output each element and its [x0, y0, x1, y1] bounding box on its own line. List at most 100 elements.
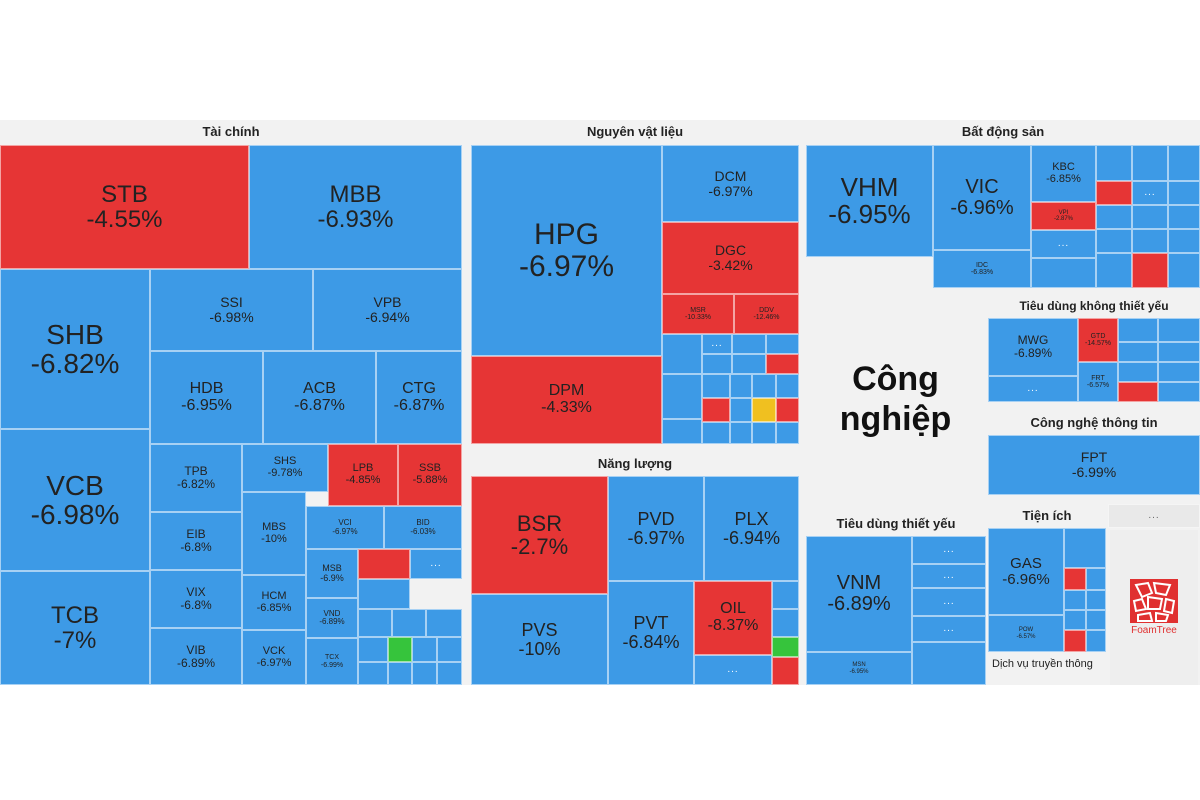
- stock-tile-small[interactable]: [1132, 145, 1168, 181]
- stock-tile-gtd[interactable]: GTD -14.57%: [1078, 318, 1118, 362]
- stock-tile-small[interactable]: [1158, 342, 1200, 362]
- stock-tile-small[interactable]: [1096, 181, 1132, 205]
- stock-tile-frt[interactable]: FRT -6.57%: [1078, 362, 1118, 402]
- stock-tile-small[interactable]: [1132, 205, 1168, 229]
- stock-tile-eib[interactable]: EIB -6.8%: [150, 512, 242, 570]
- stock-tile-vhm[interactable]: VHM -6.95%: [806, 145, 933, 257]
- stock-tile-small[interactable]: [1064, 590, 1086, 610]
- stock-tile-small[interactable]: [662, 419, 702, 444]
- stock-tile-ctg[interactable]: CTG -6.87%: [376, 351, 462, 444]
- stock-tile-small[interactable]: [752, 398, 776, 422]
- stock-tile-small[interactable]: ...: [912, 588, 986, 616]
- stock-tile-hcm[interactable]: HCM -6.85%: [242, 575, 306, 630]
- stock-tile-small[interactable]: ...: [694, 655, 772, 685]
- stock-tile-small[interactable]: [412, 637, 437, 662]
- stock-tile-msr[interactable]: MSR -10.33%: [662, 294, 734, 334]
- stock-tile-small[interactable]: [1158, 362, 1200, 382]
- stock-tile-small[interactable]: [1031, 258, 1096, 288]
- stock-tile-vnd[interactable]: VND -6.89%: [306, 598, 358, 638]
- stock-tile-small[interactable]: [1096, 205, 1132, 229]
- stock-tile-small[interactable]: [1086, 568, 1106, 590]
- stock-tile-small[interactable]: [766, 334, 799, 354]
- stock-tile-small[interactable]: ...: [410, 549, 462, 579]
- stock-tile-small[interactable]: [730, 398, 752, 422]
- stock-tile-small[interactable]: [1168, 229, 1200, 253]
- stock-tile-small[interactable]: [1168, 145, 1200, 181]
- stock-tile-plx[interactable]: PLX -6.94%: [704, 476, 799, 581]
- stock-tile-idc[interactable]: IDC -6.83%: [933, 250, 1031, 288]
- stock-tile-vpi[interactable]: VPI -2.87%: [1031, 202, 1096, 230]
- stock-tile-small[interactable]: [1086, 630, 1106, 652]
- stock-tile-small[interactable]: ...: [988, 376, 1078, 402]
- stock-tile-hdb[interactable]: HDB -6.95%: [150, 351, 263, 444]
- stock-tile-vcb[interactable]: VCB -6.98%: [0, 429, 150, 571]
- stock-tile-small[interactable]: [358, 579, 410, 609]
- stock-tile-small[interactable]: [766, 354, 799, 374]
- stock-tile-lpb[interactable]: LPB -4.85%: [328, 444, 398, 506]
- stock-tile-small[interactable]: ...: [1031, 230, 1096, 258]
- stock-tile-small[interactable]: [1118, 342, 1158, 362]
- stock-tile-small[interactable]: [1096, 229, 1132, 253]
- stock-tile-small[interactable]: [1096, 145, 1132, 181]
- stock-tile-small[interactable]: [1168, 205, 1200, 229]
- stock-tile-small[interactable]: [358, 609, 392, 637]
- stock-tile-small[interactable]: ...: [702, 334, 732, 354]
- stock-tile-small[interactable]: [1168, 253, 1200, 288]
- stock-tile-small[interactable]: [1158, 382, 1200, 402]
- stock-tile-small[interactable]: [702, 374, 730, 398]
- stock-tile-small[interactable]: [1132, 229, 1168, 253]
- stock-tile-small[interactable]: ...: [1108, 504, 1200, 528]
- stock-tile-msn[interactable]: MSN -6.95%: [806, 652, 912, 685]
- stock-tile-bid[interactable]: BID -6.03%: [384, 506, 462, 549]
- stock-tile-gas[interactable]: GAS -6.96%: [988, 528, 1064, 615]
- stock-tile-small[interactable]: [772, 657, 799, 685]
- stock-tile-small[interactable]: ...: [912, 564, 986, 588]
- stock-tile-shb[interactable]: SHB -6.82%: [0, 269, 150, 429]
- stock-tile-acb[interactable]: ACB -6.87%: [263, 351, 376, 444]
- stock-tile-small[interactable]: [662, 374, 702, 419]
- stock-tile-small[interactable]: [426, 609, 462, 637]
- stock-tile-vci[interactable]: VCI -6.97%: [306, 506, 384, 549]
- stock-tile-small[interactable]: [437, 637, 462, 662]
- stock-tile-bsr[interactable]: BSR -2.7%: [471, 476, 608, 594]
- stock-tile-small[interactable]: [1168, 181, 1200, 205]
- stock-tile-small[interactable]: [412, 662, 437, 685]
- stock-tile-small[interactable]: [730, 374, 752, 398]
- stock-tile-mbs[interactable]: MBS -10%: [242, 492, 306, 575]
- stock-tile-pvd[interactable]: PVD -6.97%: [608, 476, 704, 581]
- stock-tile-vic[interactable]: VIC -6.96%: [933, 145, 1031, 250]
- stock-tile-small[interactable]: [702, 354, 732, 374]
- stock-tile-vix[interactable]: VIX -6.8%: [150, 570, 242, 628]
- stock-tile-small[interactable]: [1132, 253, 1168, 288]
- stock-tile-small[interactable]: [776, 374, 799, 398]
- stock-tile-small[interactable]: [730, 422, 752, 444]
- stock-tile-small[interactable]: ...: [912, 536, 986, 564]
- stock-tile-small[interactable]: [662, 334, 702, 374]
- stock-tile-msb[interactable]: MSB -6.9%: [306, 549, 358, 598]
- stock-tile-small[interactable]: [772, 581, 799, 609]
- stock-tile-small[interactable]: [772, 609, 799, 637]
- stock-tile-small[interactable]: [1064, 610, 1086, 630]
- stock-tile-tpb[interactable]: TPB -6.82%: [150, 444, 242, 512]
- stock-tile-small[interactable]: [1064, 528, 1106, 568]
- stock-tile-small[interactable]: [776, 398, 799, 422]
- stock-tile-dgc[interactable]: DGC -3.42%: [662, 222, 799, 294]
- stock-tile-small[interactable]: [388, 662, 412, 685]
- stock-tile-tcb[interactable]: TCB -7%: [0, 571, 150, 685]
- stock-tile-small[interactable]: ...: [1132, 181, 1168, 205]
- stock-tile-vck[interactable]: VCK -6.97%: [242, 630, 306, 685]
- stock-tile-ssb[interactable]: SSB -5.88%: [398, 444, 462, 506]
- stock-tile-small[interactable]: [358, 662, 388, 685]
- stock-tile-small[interactable]: [912, 642, 986, 685]
- stock-tile-small[interactable]: ...: [912, 616, 986, 642]
- stock-tile-dcm[interactable]: DCM -6.97%: [662, 145, 799, 222]
- stock-tile-pvs[interactable]: PVS -10%: [471, 594, 608, 685]
- stock-tile-small[interactable]: [1086, 590, 1106, 610]
- stock-tile-mwg[interactable]: MWG -6.89%: [988, 318, 1078, 376]
- stock-tile-small[interactable]: [392, 609, 426, 637]
- stock-tile-small[interactable]: [752, 422, 776, 444]
- stock-tile-small[interactable]: [1086, 610, 1106, 630]
- stock-tile-mbb[interactable]: MBB -6.93%: [249, 145, 462, 269]
- stock-tile-oil[interactable]: OIL -8.37%: [694, 581, 772, 655]
- stock-tile-small[interactable]: [358, 549, 410, 579]
